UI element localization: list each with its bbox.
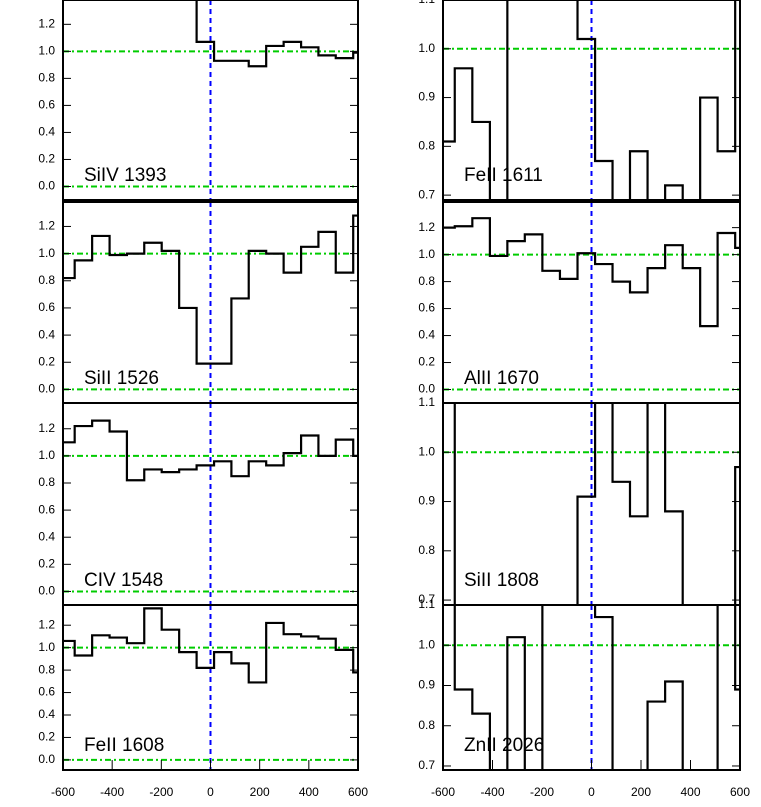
y-tick-label: 0.2 xyxy=(38,557,55,571)
panel-frame xyxy=(62,0,359,201)
x-tick-label: 400 xyxy=(299,785,319,799)
y-tick-label: 0.4 xyxy=(38,125,55,139)
x-tick-label: -600 xyxy=(51,785,75,799)
y-tick-label: 0.9 xyxy=(418,90,435,104)
y-tick-label: 1.0 xyxy=(418,637,435,651)
y-tick-label: 0.0 xyxy=(38,179,55,193)
panel-label: FeII 1611 xyxy=(464,165,543,186)
panel-label: FeII 1608 xyxy=(84,735,164,756)
spectrum xyxy=(63,607,358,684)
y-tick-label: 1.0 xyxy=(38,640,55,654)
spectrum xyxy=(443,217,740,328)
spectrum xyxy=(63,214,358,365)
x-tick-label: 200 xyxy=(631,785,651,799)
panel-label: AlII 1670 xyxy=(464,368,539,389)
y-tick-label: 0.6 xyxy=(418,301,435,315)
y-tick-label: 0.4 xyxy=(418,328,435,342)
spectrum xyxy=(443,0,737,200)
x-tick-label: 400 xyxy=(680,785,700,799)
x-tick-label: -400 xyxy=(480,785,504,799)
panel xyxy=(443,0,740,200)
y-tick-label: 0.6 xyxy=(38,98,55,112)
y-tick-label: 0.0 xyxy=(38,382,55,396)
y-tick-label: 1.2 xyxy=(38,421,55,435)
y-tick-label: 0.2 xyxy=(38,354,55,368)
y-tick-label: 1.0 xyxy=(38,448,55,462)
panel xyxy=(443,403,740,605)
y-tick-label: 1.1 xyxy=(418,597,435,611)
x-tick-label: -600 xyxy=(431,785,455,799)
y-tick-label: 1.2 xyxy=(38,219,55,233)
y-tick-label: 0.8 xyxy=(38,475,55,489)
x-tick-label: 600 xyxy=(730,785,750,799)
y-tick-label: 0.6 xyxy=(38,300,55,314)
x-tick-label: 0 xyxy=(588,785,595,799)
spectrum xyxy=(63,419,358,482)
y-tick-label: 0.7 xyxy=(418,592,435,606)
y-tick-label: 0.9 xyxy=(418,678,435,692)
y-tick-label: 0.4 xyxy=(38,707,55,721)
panel-frame xyxy=(442,0,741,201)
panel-label: SiIV 1393 xyxy=(84,165,166,186)
y-tick-label: 0.6 xyxy=(38,685,55,699)
y-tick-label: 0.8 xyxy=(38,273,55,287)
y-tick-label: 0.4 xyxy=(38,529,55,543)
y-tick-label: 1.1 xyxy=(418,395,435,409)
y-tick-label: 1.0 xyxy=(418,247,435,261)
panel xyxy=(63,605,358,770)
y-tick-label: 0.7 xyxy=(418,758,435,772)
panel xyxy=(443,202,740,403)
spectrum xyxy=(453,403,740,605)
spectrum xyxy=(453,605,740,770)
panel xyxy=(443,605,740,770)
y-tick-label: 1.2 xyxy=(38,16,55,30)
y-tick-label: 0.8 xyxy=(418,274,435,288)
panel xyxy=(63,0,358,200)
panel-label: SiII 1808 xyxy=(464,570,539,591)
y-tick-label: 0.0 xyxy=(38,584,55,598)
y-tick-label: 0.0 xyxy=(418,382,435,396)
x-tick-label: -200 xyxy=(149,785,173,799)
y-tick-label: 1.2 xyxy=(418,220,435,234)
y-tick-label: 0.8 xyxy=(418,718,435,732)
x-tick-label: 0 xyxy=(207,785,214,799)
y-tick-label: 1.0 xyxy=(38,246,55,260)
y-tick-label: 0.9 xyxy=(418,494,435,508)
x-tick-label: 600 xyxy=(348,785,368,799)
y-tick-label: 0.2 xyxy=(38,152,55,166)
y-tick-label: 0.2 xyxy=(38,730,55,744)
panel-label: CIV 1548 xyxy=(84,570,163,591)
y-tick-label: 0.8 xyxy=(418,139,435,153)
y-tick-label: 0.8 xyxy=(38,71,55,85)
x-tick-label: 200 xyxy=(250,785,270,799)
panel xyxy=(63,403,358,605)
x-tick-label: -400 xyxy=(100,785,124,799)
y-tick-label: 0.2 xyxy=(418,355,435,369)
y-tick-label: 1.0 xyxy=(38,44,55,58)
spectrum xyxy=(195,0,358,68)
y-tick-label: 0.8 xyxy=(38,662,55,676)
x-tick-label: -200 xyxy=(530,785,554,799)
y-tick-label: 0.8 xyxy=(418,543,435,557)
y-tick-label: 1.1 xyxy=(418,0,435,6)
y-tick-label: 1.0 xyxy=(418,41,435,55)
panel-label: SiII 1526 xyxy=(84,368,159,389)
panel-label: ZnII 2026 xyxy=(464,735,544,756)
y-tick-label: 1.2 xyxy=(38,617,55,631)
y-tick-label: 0.4 xyxy=(38,327,55,341)
y-tick-label: 0.7 xyxy=(418,187,435,201)
y-tick-label: 0.0 xyxy=(38,752,55,766)
panel xyxy=(63,202,358,403)
y-tick-label: 1.0 xyxy=(418,444,435,458)
y-tick-label: 0.6 xyxy=(38,502,55,516)
